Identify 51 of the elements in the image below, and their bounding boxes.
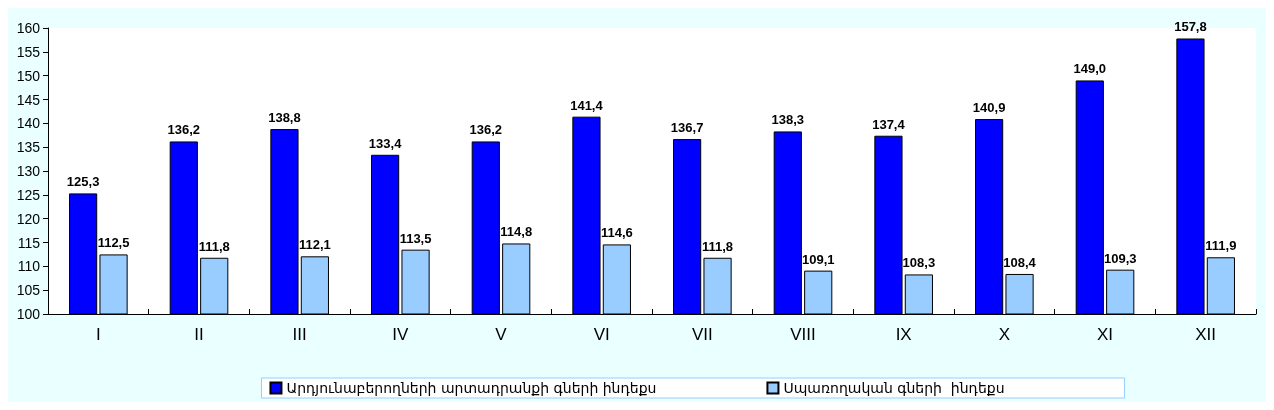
data-label: 108,3 (902, 255, 936, 271)
data-label: 111,8 (198, 238, 230, 254)
data-label: 157,8 (1174, 19, 1207, 35)
x-tick-label: I (95, 325, 101, 344)
y-tick-label: 130 (16, 163, 41, 179)
x-tick-label: XII (1195, 325, 1217, 344)
x-tick-label: VI (593, 325, 610, 344)
data-label: 133,4 (368, 135, 403, 151)
data-label: 125,3 (66, 174, 100, 190)
legend-label: Արդյունաբերողների արտադրանքի գների ինդեքս (286, 380, 657, 396)
data-label: 108,4 (1003, 254, 1037, 270)
data-label: 111,9 (1205, 238, 1237, 254)
data-label: 137,4 (872, 116, 906, 132)
y-tick-label: 140 (16, 115, 41, 132)
y-tick-label: 115 (17, 234, 41, 251)
x-tick-label: VIII (790, 325, 816, 344)
y-tick-label: 150 (16, 67, 41, 84)
data-label: 112,1 (298, 237, 331, 253)
data-label: 136,2 (469, 122, 503, 138)
data-label: 136,2 (167, 122, 201, 138)
data-label: 138,8 (268, 110, 301, 126)
y-tick-label: 135 (16, 139, 41, 156)
x-tick-label: II (194, 325, 204, 344)
data-label: 112,5 (97, 235, 130, 251)
data-label: 138,3 (771, 112, 805, 128)
x-tick-label: VII (691, 325, 713, 344)
x-tick-label: IX (895, 325, 912, 344)
y-tick-label: 120 (16, 210, 41, 227)
x-tick-label: XI (1096, 325, 1114, 344)
data-label: 149,0 (1073, 61, 1107, 77)
y-tick-label: 110 (17, 258, 41, 275)
data-label: 114,6 (600, 225, 633, 241)
data-label: 113,5 (399, 230, 432, 246)
y-tick-label: 105 (16, 282, 41, 299)
legend-label: Սպառողական գների ինդեքս (783, 380, 1005, 396)
data-label: 111,8 (702, 238, 734, 254)
x-tick-label: V (495, 325, 508, 344)
y-tick-label: 155 (16, 43, 41, 60)
data-label: 109,3 (1103, 250, 1137, 266)
data-label: 140,9 (972, 100, 1006, 116)
data-label: 141,4 (570, 97, 604, 113)
y-tick-label: 125 (16, 186, 41, 203)
x-tick-label: IV (392, 325, 410, 344)
data-label: 136,7 (670, 120, 704, 136)
y-tick-label: 160 (16, 20, 41, 36)
y-tick-label: 100 (16, 306, 41, 322)
data-label: 109,1 (801, 251, 835, 267)
y-tick-label: 145 (16, 91, 41, 108)
x-tick-label: X (998, 325, 1011, 344)
data-label: 114,8 (500, 224, 533, 240)
x-tick-label: III (292, 325, 307, 344)
